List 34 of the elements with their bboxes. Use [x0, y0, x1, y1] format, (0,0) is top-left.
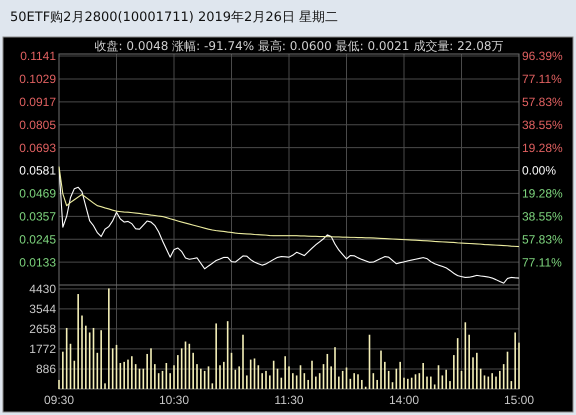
y-tick-label: 0.1141 — [20, 49, 56, 64]
y2-tick-label: 96.39% — [522, 49, 564, 64]
y-tick-label: 3544 — [29, 302, 56, 316]
y2-tick-label: 0.00% — [522, 164, 556, 178]
y2-tick-label: 19.28% — [522, 186, 564, 201]
chart-title: 50ETF购2月2800(10001711) 2019年2月26日 星期二 — [10, 10, 338, 25]
chart-subtitle: 收盘: 0.0048 涨幅: -91.74% 最高: 0.0600 最低: 0.0021 成交量: 22.08万 — [94, 39, 504, 53]
y-tick-label: 1772 — [29, 342, 56, 356]
y2-tick-label: 77.11% — [522, 72, 562, 86]
y-tick-label: 886 — [36, 362, 56, 376]
x-tick-label: 15:00 — [504, 393, 534, 407]
y-tick-label: 0.1029 — [19, 72, 56, 86]
y2-tick-label: 38.55% — [522, 210, 564, 224]
y-tick-label: 2658 — [29, 322, 56, 336]
y-tick-label: 4430 — [29, 282, 56, 296]
y-tick-label: 0.0469 — [19, 186, 56, 201]
y-tick-label: 0.0693 — [19, 140, 56, 155]
line-series — [58, 166, 520, 284]
y-tick-label: 0.0917 — [19, 95, 56, 110]
y2-tick-label: 19.28% — [522, 140, 564, 155]
y-tick-label: 0.0581 — [19, 164, 56, 178]
y-tick-label: 0.0805 — [19, 118, 56, 132]
x-tick-label: 11:30 — [274, 393, 304, 407]
y2-tick-label: 38.55% — [522, 118, 564, 132]
x-tick-label: 10:30 — [158, 393, 190, 407]
y-tick-label: 0.0245 — [19, 232, 56, 246]
x-tick-label: 09:30 — [44, 393, 74, 407]
line-series — [58, 166, 520, 248]
y2-tick-label: 57.83% — [522, 95, 564, 110]
x-tick-label: 14:00 — [388, 393, 420, 407]
y-tick-label: 0.0133 — [19, 255, 56, 270]
y2-tick-label: 57.83% — [522, 232, 564, 246]
y2-tick-label: 77.11% — [522, 255, 562, 270]
y-tick-label: 0.0357 — [19, 210, 56, 224]
